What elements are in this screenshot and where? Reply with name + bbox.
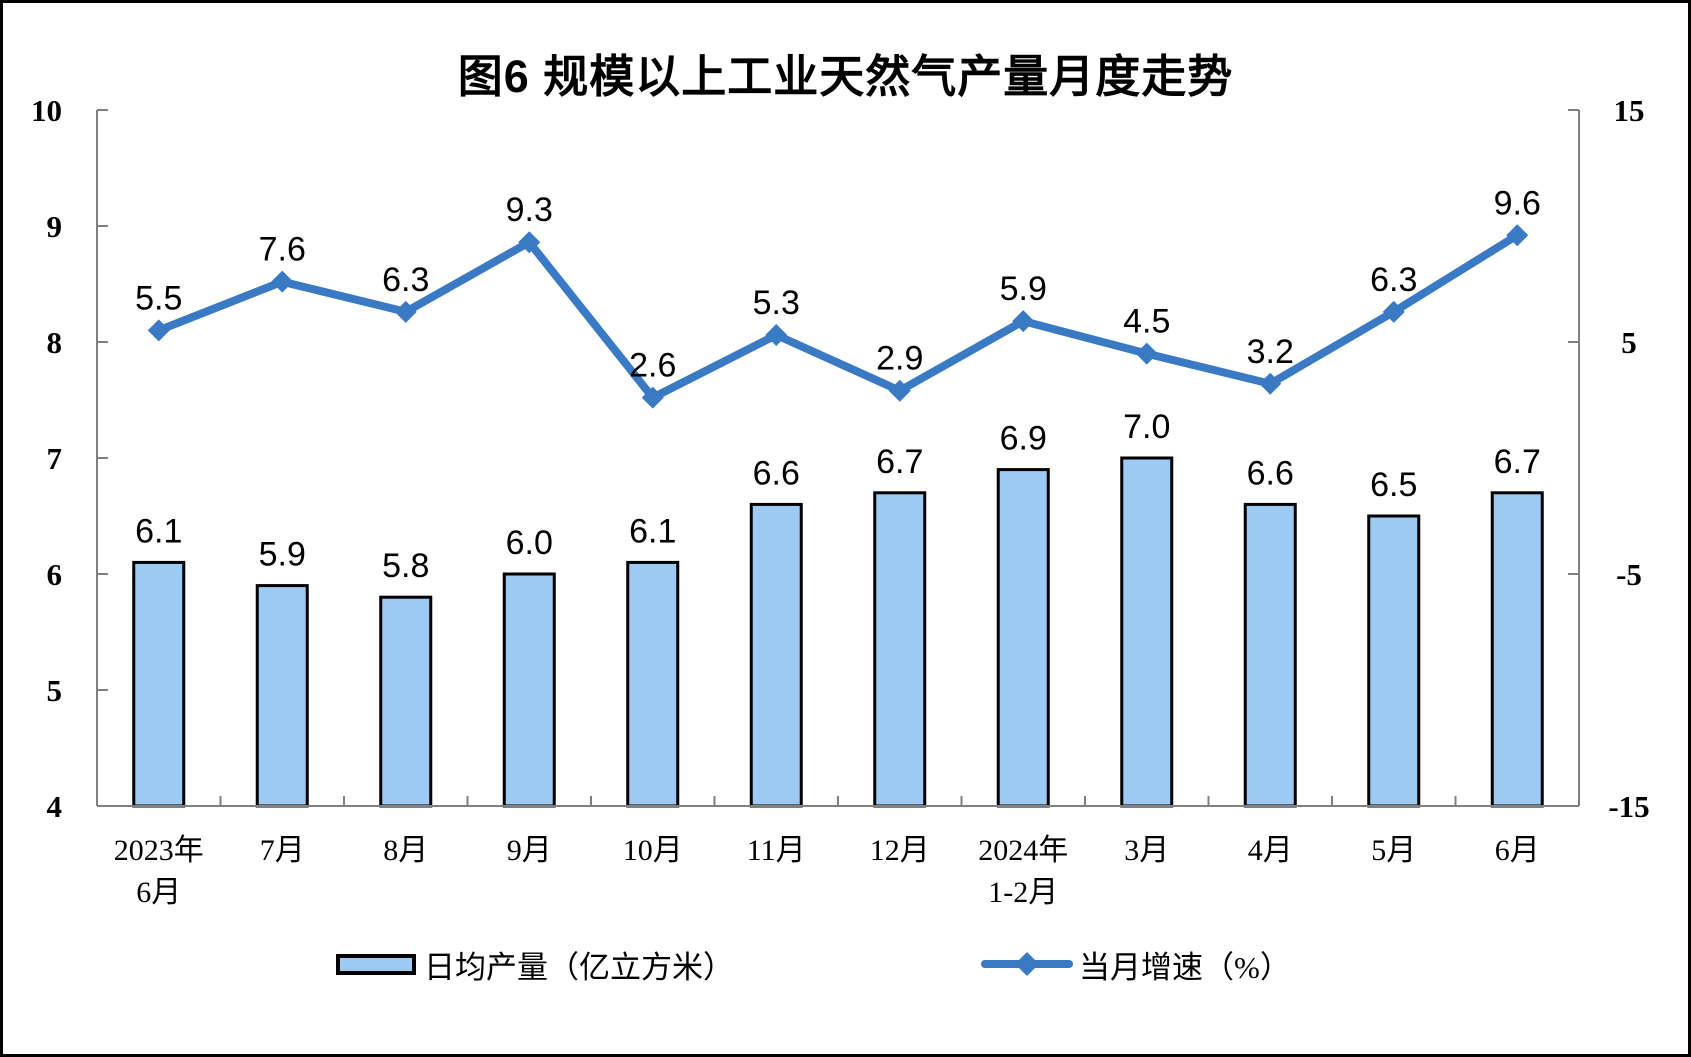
line-value-label: 7.6: [259, 231, 306, 269]
bar-value-label: 6.6: [753, 454, 800, 492]
x-axis-label: 12月: [870, 834, 930, 867]
line-marker: [765, 324, 788, 347]
line-value-label: 5.3: [753, 284, 800, 322]
y-axis-label-right: -15: [1608, 789, 1649, 824]
line-marker: [1382, 300, 1405, 323]
x-axis-label: 3月: [1124, 834, 1169, 867]
bar-value-label: 6.1: [629, 512, 676, 550]
y-axis-label-right: -5: [1616, 557, 1642, 592]
x-axis-label: 8月: [383, 834, 428, 867]
x-axis-label: 5月: [1371, 834, 1416, 867]
bar-value-label: 6.7: [1494, 443, 1541, 481]
bar: [379, 595, 433, 808]
x-axis-label: 7月: [260, 834, 305, 867]
line-marker: [1259, 372, 1282, 395]
legend-line-label: 当月增速（%）: [1079, 949, 1291, 985]
line-marker: [394, 300, 417, 323]
x-axis-label: 2023年 6月: [114, 834, 204, 909]
line-value-label: 4.5: [1123, 303, 1170, 341]
x-axis-label: 2024年 1-2月: [978, 834, 1068, 909]
y-axis-label-left: 5: [47, 673, 63, 708]
y-axis-label-left: 7: [47, 441, 63, 476]
x-axis-label: 11月: [747, 834, 806, 867]
y-axis-label-left: 8: [47, 325, 63, 360]
bar: [1243, 502, 1297, 808]
line-value-label: 2.9: [876, 340, 923, 378]
line-marker: [1135, 342, 1158, 365]
y-axis-label-left: 10: [31, 93, 62, 128]
bar-value-label: 5.8: [382, 547, 429, 585]
line-marker: [271, 270, 294, 293]
bar: [749, 502, 803, 808]
bar: [502, 572, 556, 808]
line-value-label: 9.3: [506, 191, 553, 229]
line-value-label: 5.5: [135, 279, 182, 317]
line-value-label: 5.9: [1000, 270, 1047, 308]
line-marker: [888, 379, 911, 402]
line-marker: [641, 386, 664, 409]
y-axis-label-left: 9: [47, 209, 63, 244]
bar-value-label: 6.0: [506, 524, 553, 562]
line-marker: [147, 319, 170, 342]
bar: [1490, 491, 1544, 808]
legend-bar-swatch-icon: [336, 953, 416, 975]
bar: [132, 560, 186, 808]
line-value-label: 6.3: [1370, 261, 1417, 299]
legend-line-marker-icon: [981, 952, 1073, 976]
chart-title: 图6 规模以上工业天然气产量月度走势: [457, 51, 1234, 102]
line-value-label: 6.3: [382, 261, 429, 299]
line-marker: [518, 231, 541, 254]
bar: [996, 468, 1050, 808]
legend-bar-label: 日均产量（亿立方米）: [424, 949, 734, 985]
line-value-label: 2.6: [629, 347, 676, 385]
y-axis-label-right: 5: [1621, 325, 1637, 360]
line-value-label: 3.2: [1247, 333, 1294, 371]
y-axis-label-left: 6: [47, 557, 63, 592]
y-axis-label-left: 4: [47, 789, 63, 824]
legend-item-bar: 日均产量（亿立方米）: [336, 944, 734, 985]
y-axis-label-right: 15: [1614, 93, 1645, 128]
bar: [255, 584, 309, 808]
bar: [1367, 514, 1421, 808]
bar-value-label: 5.9: [259, 536, 306, 574]
line-marker: [1012, 310, 1035, 333]
x-axis-label: 6月: [1495, 834, 1540, 867]
bar-value-label: 6.9: [1000, 420, 1047, 458]
bar: [626, 560, 680, 808]
trend-line: [154, 231, 1522, 402]
line-value-label: 9.6: [1494, 184, 1541, 222]
line-marker: [1506, 224, 1529, 247]
x-axis-label: 10月: [623, 834, 683, 867]
legend-item-line: 当月增速（%）: [981, 944, 1291, 985]
bar-value-label: 6.1: [135, 512, 182, 550]
bar-value-label: 6.6: [1247, 454, 1294, 492]
x-axis-label: 4月: [1248, 834, 1293, 867]
bar-value-label: 6.5: [1370, 466, 1417, 504]
bar-value-label: 7.0: [1123, 408, 1170, 446]
bar: [1120, 456, 1174, 808]
bar-value-label: 6.7: [876, 443, 923, 481]
x-axis-label: 9月: [507, 834, 552, 867]
bar: [873, 491, 927, 808]
